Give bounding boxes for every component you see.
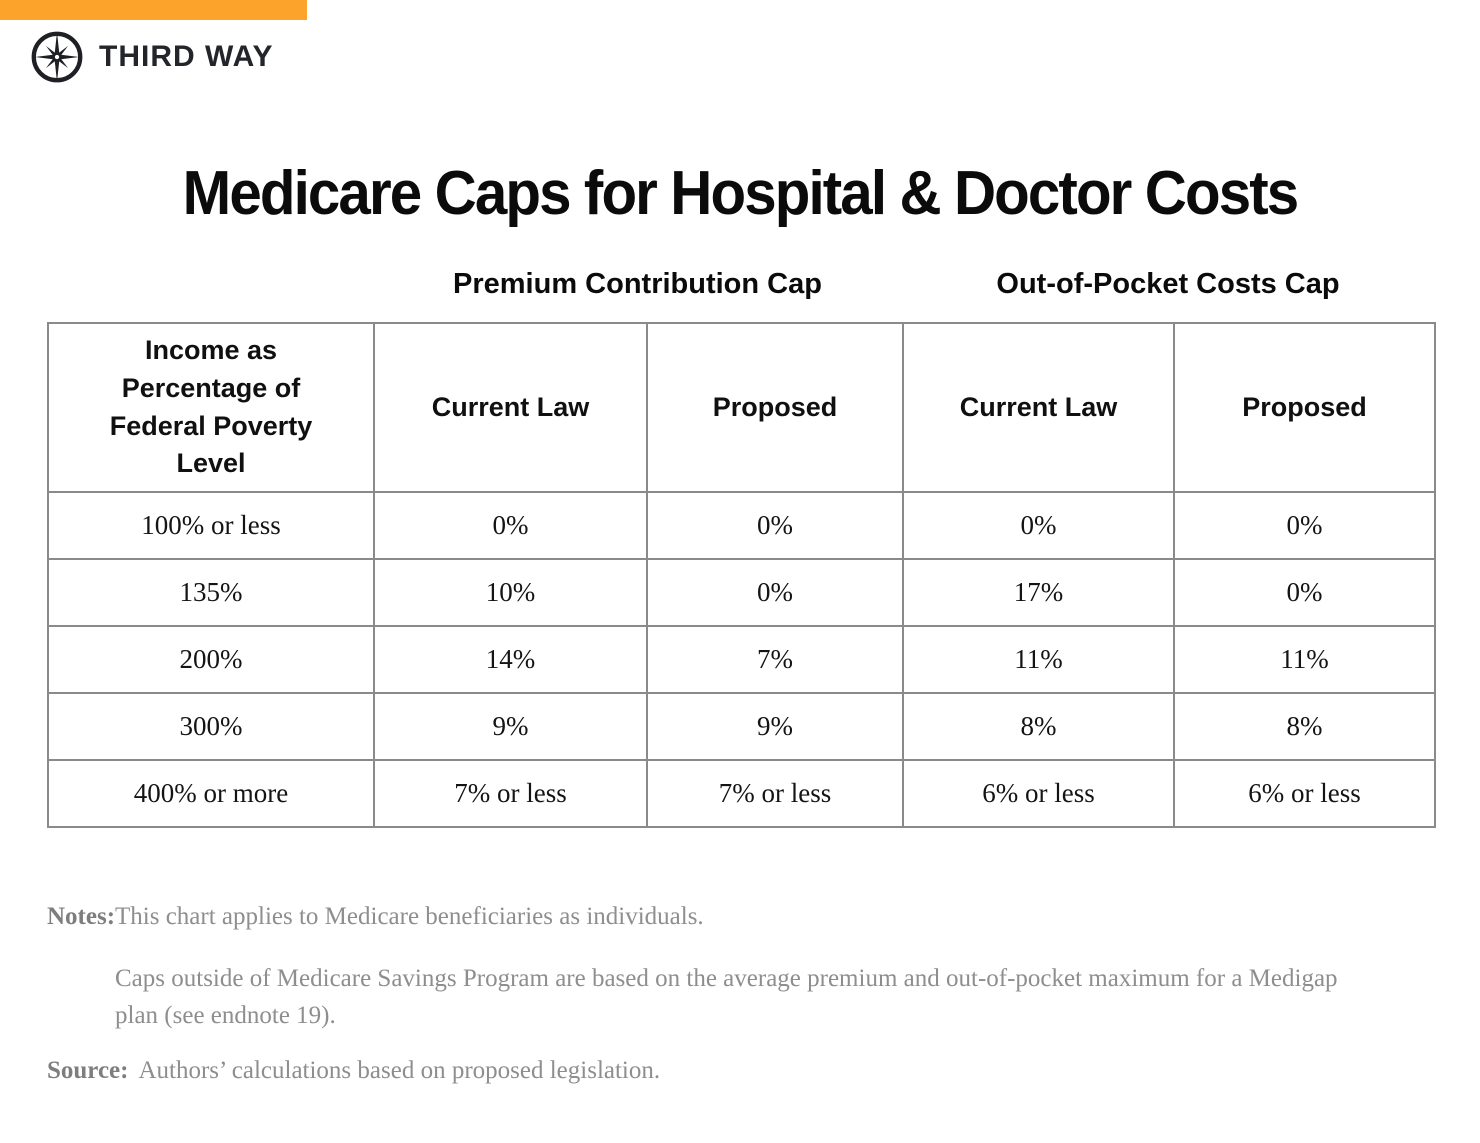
source-label: Source: <box>47 1057 129 1084</box>
table-cell: 9% <box>373 692 648 761</box>
row-label: 100% or less <box>47 491 375 560</box>
caps-table: Income as Percentage of Federal Poverty … <box>47 322 1436 828</box>
row-label: 400% or more <box>47 759 375 828</box>
table-cell: 0% <box>1173 558 1436 627</box>
table-header-row: Income as Percentage of Federal Poverty … <box>47 322 1436 493</box>
table-row: 100% or less 0% 0% 0% 0% <box>47 491 1436 560</box>
table-cell: 0% <box>1173 491 1436 560</box>
table-cell: 17% <box>902 558 1175 627</box>
table-cell: 6% or less <box>902 759 1175 828</box>
row-label: 135% <box>47 558 375 627</box>
group-header-premium-cap: Premium Contribution Cap <box>453 268 822 300</box>
table-row: 300% 9% 9% 8% 8% <box>47 692 1436 761</box>
table-cell: 0% <box>646 491 904 560</box>
table-cell: 6% or less <box>1173 759 1436 828</box>
table-cell: 7% or less <box>373 759 648 828</box>
table-cell: 10% <box>373 558 648 627</box>
logo-wordmark: THIRD WAY <box>99 40 274 73</box>
table-cell: 7% or less <box>646 759 904 828</box>
row-label: 200% <box>47 625 375 694</box>
notes-label: Notes: <box>47 903 116 930</box>
column-header-oop-proposed: Proposed <box>1173 322 1436 493</box>
column-header-income: Income as Percentage of Federal Poverty … <box>47 322 375 493</box>
caps-table-wrap: Income as Percentage of Federal Poverty … <box>47 322 1436 828</box>
note-item: This chart applies to Medicare beneficia… <box>115 903 704 930</box>
table-cell: 0% <box>373 491 648 560</box>
source-text: Authors’ calculations based on proposed … <box>138 1057 661 1084</box>
accent-top-bar <box>0 0 307 20</box>
table-cell: 9% <box>646 692 904 761</box>
table-cell: 11% <box>1173 625 1436 694</box>
table-cell: 8% <box>902 692 1175 761</box>
table-cell: 0% <box>902 491 1175 560</box>
page-title: Medicare Caps for Hospital & Doctor Cost… <box>182 158 1300 228</box>
column-header-oop-current-law: Current Law <box>902 322 1175 493</box>
table-cell: 0% <box>646 558 904 627</box>
column-header-premium-current-law: Current Law <box>373 322 648 493</box>
table-row: 200% 14% 7% 11% 11% <box>47 625 1436 694</box>
table-cell: 8% <box>1173 692 1436 761</box>
source-line: Source: Authors’ calculations based on pr… <box>47 1057 1387 1085</box>
group-header-oop-cap: Out-of-Pocket Costs Cap <box>996 268 1340 300</box>
column-header-premium-proposed: Proposed <box>646 322 904 493</box>
table-cell: 7% <box>646 625 904 694</box>
note-item: Caps outside of Medicare Savings Program… <box>115 965 1338 1029</box>
compass-icon <box>31 31 83 83</box>
table-cell: 14% <box>373 625 648 694</box>
third-way-logo: THIRD WAY <box>30 30 274 84</box>
table-row: 400% or more 7% or less 7% or less 6% or… <box>47 759 1436 828</box>
table-cell: 11% <box>902 625 1175 694</box>
row-label: 300% <box>47 692 375 761</box>
table-row: 135% 10% 0% 17% 0% <box>47 558 1436 627</box>
